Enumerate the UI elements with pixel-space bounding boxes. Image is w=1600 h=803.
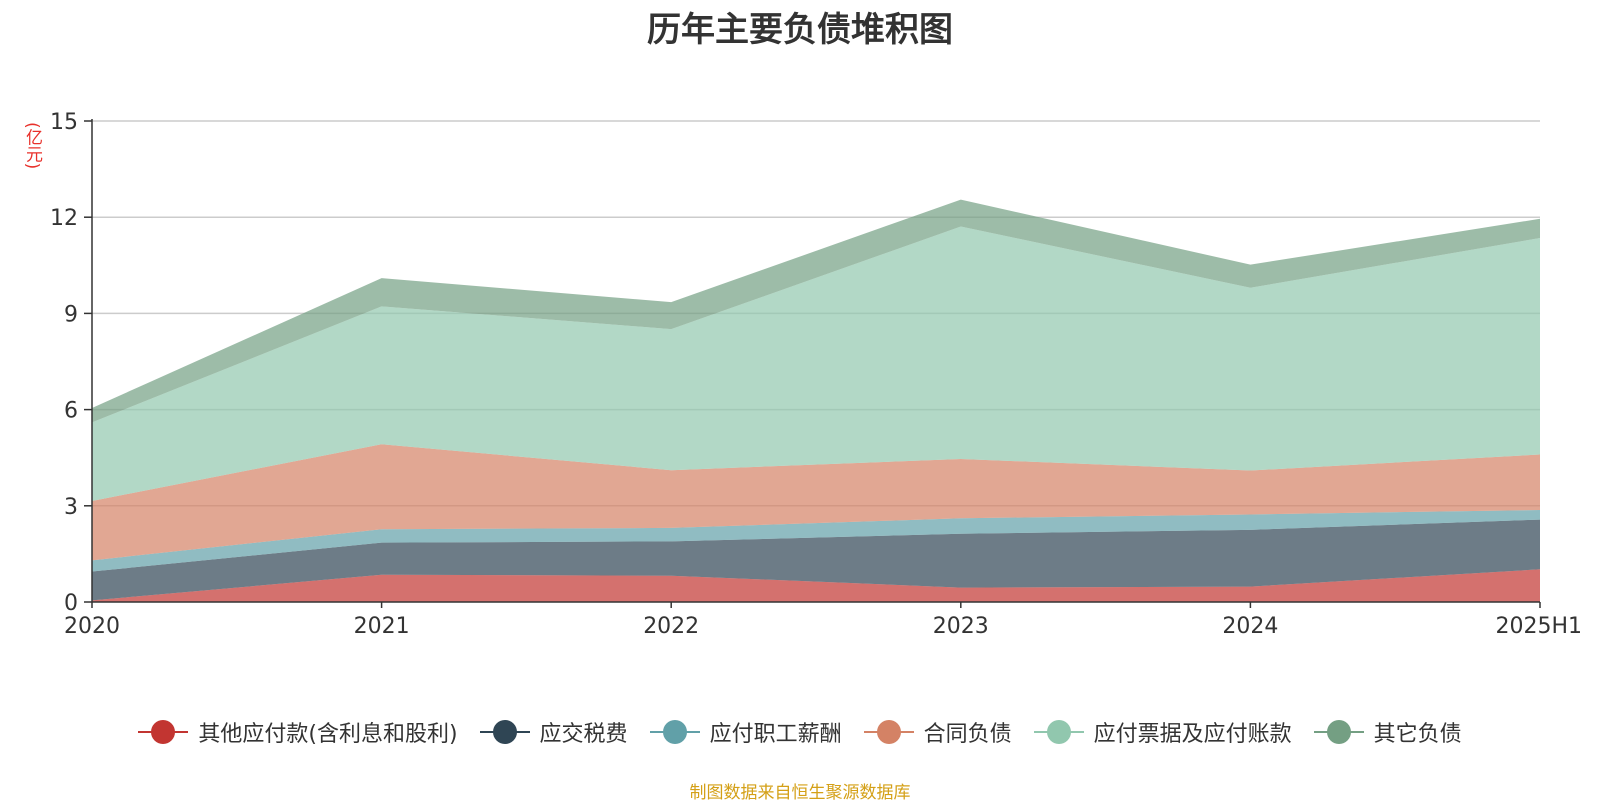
legend-marker-icon [138, 720, 189, 744]
x-tick-label-5: 2025H1 [1495, 614, 1582, 639]
area-series-5 [92, 199, 1540, 423]
tick-labels: 0 3 6 9 12 15 2020 2021 2022 2023 2024 2025H1 [50, 110, 1582, 639]
y-tick-label-0: 0 [64, 591, 78, 616]
area-series [92, 199, 1540, 602]
axes [84, 119, 1541, 608]
legend-marker-icon [1313, 720, 1364, 744]
legend-marker-icon [649, 720, 700, 744]
y-tick-label-5: 15 [50, 110, 78, 135]
area-series-2 [92, 509, 1540, 572]
x-tick-label-3: 2023 [933, 614, 989, 639]
legend-label: 其它负债 [1373, 722, 1462, 747]
legend-item-2[interactable]: 应付职工薪酬 [649, 716, 842, 748]
legend-item-0[interactable]: 其他应付款(含利息和股利) [138, 716, 458, 748]
x-tick-label-0: 2020 [64, 614, 120, 639]
x-tick-label-4: 2024 [1222, 614, 1278, 639]
y-tick-label-3: 9 [64, 302, 78, 327]
legend-marker-icon [479, 720, 530, 744]
y-tick-label-2: 6 [64, 399, 78, 424]
x-tick-label-1: 2021 [354, 614, 410, 639]
y-tick-label-4: 12 [50, 206, 78, 231]
legend-item-3[interactable]: 合同负债 [863, 716, 1012, 748]
area-series-4 [92, 226, 1540, 501]
legend-label: 应付票据及应付账款 [1093, 722, 1292, 747]
y-tick-label-1: 3 [64, 495, 78, 520]
chart-title: 历年主要负债堆积图 [647, 10, 953, 50]
legend-item-4[interactable]: 应付票据及应付账款 [1033, 716, 1292, 748]
legend-label: 其他应付款(含利息和股利) [198, 722, 458, 747]
y-axis-unit-label: (亿元) [22, 122, 42, 170]
source-note: 制图数据来自恒生聚源数据库 [689, 783, 911, 803]
x-tick-label-2: 2022 [643, 614, 699, 639]
legend-label: 合同负债 [923, 722, 1012, 747]
legend-marker-icon [1033, 720, 1084, 744]
legend-label: 应付职工薪酬 [709, 722, 842, 747]
area-series-1 [92, 519, 1540, 601]
legend-marker-icon [863, 720, 914, 744]
legend: 其他应付款(含利息和股利) 应交税费 应付职工薪酬 合同负债 应付票据及应付账款 其它负债 [0, 716, 1600, 748]
legend-item-5[interactable]: 其它负债 [1313, 716, 1462, 748]
legend-item-1[interactable]: 应交税费 [479, 716, 628, 748]
legend-label: 应交税费 [539, 722, 628, 747]
stacked-area-chart: 0 3 6 9 12 15 2020 2021 2022 2023 2024 2025H1 [50, 110, 1582, 639]
area-series-3 [92, 444, 1540, 561]
area-series-0 [92, 569, 1540, 602]
